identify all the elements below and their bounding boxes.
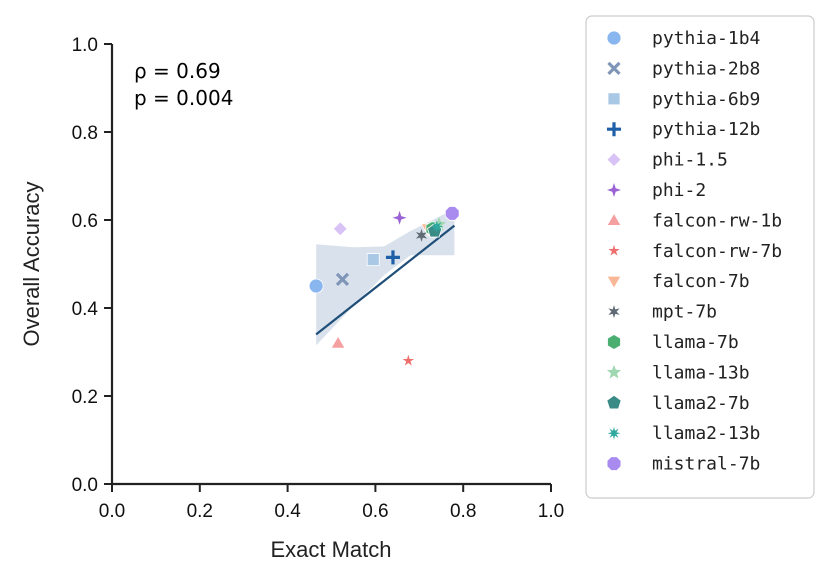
- y-tick-label: 0.2: [72, 387, 98, 408]
- legend-label-mpt-7b: mpt-7b: [652, 302, 717, 323]
- legend-marker-llama2-7b: [606, 394, 622, 410]
- legend-marker-pythia-2b8: [607, 61, 621, 76]
- legend-label-pythia-2b8: pythia-2b8: [652, 58, 760, 79]
- x-ticks: 0.0 0.2 0.4 0.6 0.8 1.0: [99, 484, 564, 522]
- point-pythia-2b8: [335, 272, 350, 287]
- x-tick-label: 0.0: [99, 501, 125, 522]
- y-tick-label: 1.0: [72, 35, 98, 56]
- y-tick-label: 0.8: [72, 123, 98, 144]
- legend-marker-mistral-7b: [606, 456, 622, 471]
- y-tick-label: 0.6: [72, 211, 98, 232]
- legend-marker-mpt-7b: [608, 305, 620, 319]
- regression-line: [315, 224, 456, 336]
- point-llama2-13b: [430, 220, 444, 234]
- legend-marker-llama2-13b: [607, 426, 621, 440]
- legend-marker-pythia-12b: [607, 122, 621, 137]
- point-mpt-7b: [415, 228, 428, 242]
- legend: pythia-1b4 pythia-2b8 pythia-6b9 pythia-12b…: [606, 28, 782, 475]
- x-tick-label: 0.4: [274, 501, 301, 522]
- legend-label-phi-1-5: phi-1.5: [652, 150, 728, 171]
- y-ticks: 0.0 0.2 0.4 0.6 0.8 1.0: [72, 35, 112, 496]
- x-axis-title: Exact Match: [270, 537, 391, 562]
- point-pythia-1b4: [308, 278, 324, 294]
- legend-label-pythia-1b4: pythia-1b4: [652, 28, 760, 49]
- legend-marker-falcon-rw-7b: [608, 244, 620, 256]
- x-tick-label: 1.0: [538, 501, 564, 522]
- legend-marker-falcon-7b: [606, 275, 622, 289]
- x-tick-label: 0.8: [450, 501, 476, 522]
- x-tick-label: 0.6: [362, 501, 388, 522]
- y-axis-title: Overall Accuracy: [19, 181, 44, 346]
- legend-box: [585, 15, 815, 499]
- confidence-band: [316, 209, 455, 346]
- point-falcon-rw-1b: [330, 335, 346, 349]
- p-value-annotation: p = 0.004: [134, 86, 233, 110]
- legend-label-pythia-12b: pythia-12b: [652, 119, 760, 140]
- confidence-band-layer: [316, 209, 455, 346]
- legend-marker-falcon-rw-1b: [606, 212, 622, 226]
- legend-marker-llama-13b: [606, 364, 622, 379]
- legend-label-llama2-7b: llama2-7b: [652, 393, 750, 414]
- legend-label-falcon-rw-1b: falcon-rw-1b: [652, 210, 782, 231]
- legend-marker-pythia-6b9: [607, 92, 621, 106]
- legend-label-llama-7b: llama-7b: [652, 332, 739, 353]
- point-falcon-rw-7b: [402, 354, 415, 366]
- point-mistral-7b: [444, 206, 460, 221]
- legend-label-falcon-rw-7b: falcon-rw-7b: [652, 241, 782, 262]
- legend-label-llama-13b: llama-13b: [652, 362, 750, 383]
- regression-line-layer: [315, 224, 456, 336]
- legend-marker-phi-1-5: [606, 152, 622, 168]
- x-tick-label: 0.2: [187, 501, 213, 522]
- point-phi-1-5: [332, 221, 348, 237]
- point-pythia-6b9: [366, 253, 380, 267]
- legend-label-llama2-13b: llama2-13b: [652, 423, 760, 444]
- legend-label-falcon-7b: falcon-7b: [652, 271, 750, 292]
- legend-marker-pythia-1b4: [606, 30, 622, 46]
- legend-label-mistral-7b: mistral-7b: [652, 454, 760, 475]
- y-tick-label: 0.0: [72, 475, 98, 496]
- point-pythia-12b: [385, 250, 400, 265]
- legend-label-phi-2: phi-2: [652, 180, 706, 201]
- data-points-layer: [308, 206, 460, 366]
- rho-annotation: ρ = 0.69: [134, 59, 221, 83]
- point-phi-2: [392, 210, 407, 225]
- legend-label-pythia-6b9: pythia-6b9: [652, 89, 760, 110]
- legend-marker-llama-7b: [607, 334, 621, 350]
- legend-marker-phi-2: [607, 183, 621, 197]
- y-tick-label: 0.4: [72, 299, 99, 320]
